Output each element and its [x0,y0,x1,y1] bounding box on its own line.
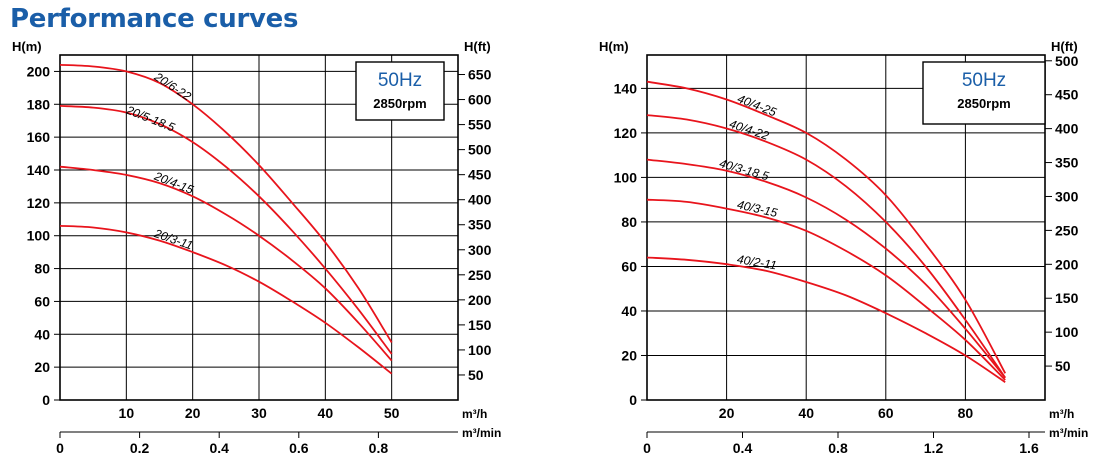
y2-axis-label: H(ft) [1051,39,1078,54]
x2-tick-label: 0.8 [828,440,848,456]
y2-tick-label: 250 [1055,222,1079,238]
y2-tick-label: 350 [1055,155,1079,171]
frequency-label: 50Hz [378,70,422,91]
y2-tick-label: 50 [1055,358,1071,374]
y-tick-label: 0 [629,392,637,408]
x-tick-label: 30 [251,405,267,421]
curve-label: 40/4-22 [728,117,771,143]
x2-tick-label: 1.6 [1019,440,1039,456]
curve-label: 40/3-15 [736,197,779,220]
x2-axis-label: m³/min [1049,426,1088,440]
x-axis-label: m³/h [1049,407,1074,421]
speed-label: 2850rpm [373,96,426,111]
x-tick-label: 40 [798,405,814,421]
y2-tick-label: 300 [468,242,492,258]
performance-curve-40-3-18-5 [646,158,1006,379]
y2-tick-label: 100 [468,342,492,358]
x2-tick-label: 1.2 [924,440,944,456]
y2-tick-label: 50 [468,367,484,383]
y2-tick-label: 250 [468,267,492,283]
x2-tick-label: 0.6 [289,440,309,456]
y-tick-label: 180 [27,96,51,112]
y-tick-label: 40 [34,326,50,342]
x2-tick-label: 0 [643,440,651,456]
y-tick-label: 40 [621,303,637,319]
performance-curve-40-3-15 [646,198,1006,381]
y2-tick-label: 400 [468,192,492,208]
y2-tick-label: 500 [468,142,492,158]
y-tick-label: 0 [42,392,50,408]
performance-curve-40-2-11 [646,256,1006,383]
info-box [355,61,445,121]
x-tick-label: 60 [878,405,894,421]
curve-label: 40/4-25 [735,92,778,120]
page-title: Performance curves [10,4,299,34]
curve-label: 20/4-15 [151,169,195,197]
curve-label: 20/6-22 [151,69,194,104]
x2-tick-label: 0.4 [209,440,229,456]
x-axis-label: m³/h [462,407,487,421]
y2-axis-label: H(ft) [464,39,491,54]
y2-tick-label: 650 [468,67,492,83]
performance-chart-20-series: 0204060801001201401601802005010015020025… [12,39,501,456]
y2-tick-label: 100 [1055,324,1079,340]
x-tick-label: 20 [185,405,201,421]
y2-tick-label: 550 [468,117,492,133]
y-tick-label: 60 [34,293,50,309]
y-tick-label: 100 [614,169,638,185]
x2-tick-label: 0.2 [130,440,150,456]
y-axis-label: H(m) [12,39,42,54]
y-tick-label: 160 [27,129,51,145]
y2-tick-label: 300 [1055,188,1079,204]
y2-tick-label: 450 [468,167,492,183]
y2-tick-label: 150 [468,317,492,333]
y-tick-label: 200 [27,63,51,79]
y-tick-label: 140 [614,80,638,96]
y-tick-label: 100 [27,228,51,244]
performance-curve-20-3-11 [59,225,393,375]
frequency-label: 50Hz [962,70,1006,91]
y2-tick-label: 200 [468,292,492,308]
x2-axis-label: m³/min [462,426,501,440]
info-box [922,61,1046,125]
performance-curve-20-5-18-5 [59,105,393,355]
y-tick-label: 120 [27,195,51,211]
curve-label: 20/5-18.5 [124,103,178,135]
y2-tick-label: 400 [1055,121,1079,137]
x-tick-label: 40 [318,405,334,421]
y-tick-label: 60 [621,258,637,274]
x-tick-label: 20 [719,405,735,421]
x2-tick-label: 0 [56,440,64,456]
performance-curve-40-4-25 [646,80,1006,374]
y2-tick-label: 150 [1055,290,1079,306]
plot-frame [59,54,459,401]
x-tick-label: 50 [384,405,400,421]
y-tick-label: 120 [614,125,638,141]
y-axis-label: H(m) [599,39,629,54]
performance-curve-40-4-22 [646,114,1006,379]
y-tick-label: 20 [621,347,637,363]
y2-tick-label: 600 [468,92,492,108]
x2-tick-label: 0.4 [733,440,753,456]
y2-tick-label: 200 [1055,256,1079,272]
x-tick-label: 80 [958,405,974,421]
y-tick-label: 80 [34,261,50,277]
y2-tick-label: 450 [1055,87,1079,103]
x2-tick-label: 0.8 [369,440,389,456]
y-tick-label: 80 [621,214,637,230]
y-tick-label: 140 [27,162,51,178]
plot-frame [646,54,1046,401]
curve-label: 40/2-11 [736,252,778,272]
y2-tick-label: 500 [1055,53,1079,69]
curve-label: 40/3-18.5 [718,156,771,183]
speed-label: 2850rpm [957,96,1010,111]
performance-chart-40-series: 0204060801001201405010015020025030035040… [599,39,1088,456]
performance-curve-20-4-15 [59,165,393,362]
y2-tick-label: 350 [468,217,492,233]
y-tick-label: 20 [34,359,50,375]
performance-curve-20-6-22 [59,64,393,343]
x-tick-label: 10 [119,405,135,421]
curve-label: 20/3-11 [152,226,195,253]
